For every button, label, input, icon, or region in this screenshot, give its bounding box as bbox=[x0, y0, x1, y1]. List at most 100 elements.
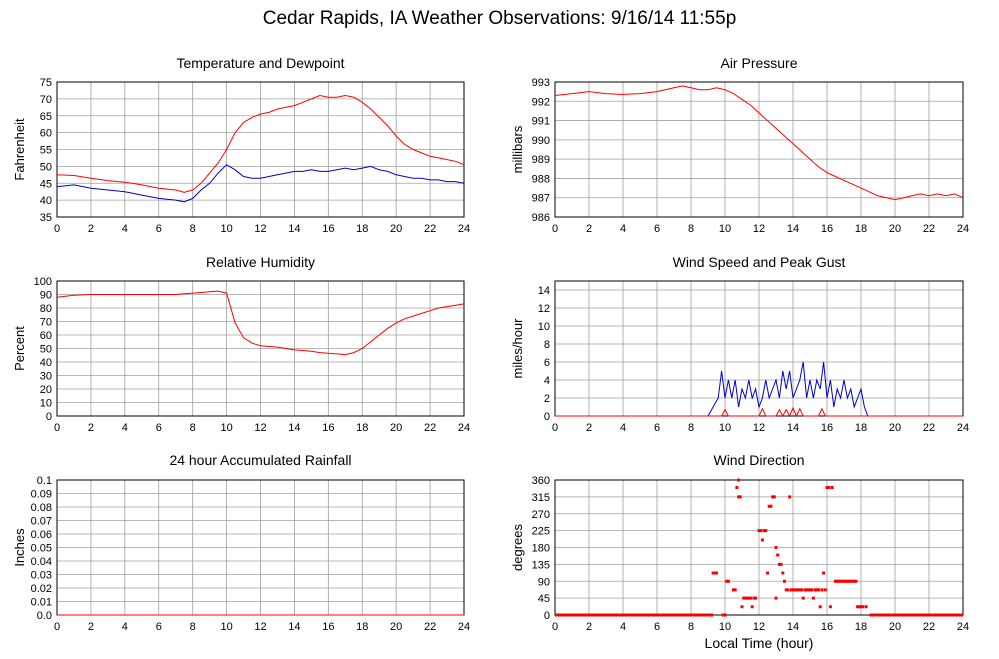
x-tick-label: 22 bbox=[424, 621, 436, 633]
direction-point bbox=[820, 588, 824, 592]
direction-point bbox=[845, 579, 849, 583]
x-tick-label: 10 bbox=[220, 223, 232, 235]
x-tick-label: 10 bbox=[719, 223, 731, 235]
x-tick-label: 16 bbox=[322, 621, 334, 633]
y-tick-label: 0 bbox=[46, 411, 52, 423]
page-title: Cedar Rapids, IA Weather Observations: 9… bbox=[262, 8, 737, 29]
x-tick-label: 16 bbox=[322, 223, 334, 235]
plot-frame bbox=[554, 81, 964, 218]
direction-point bbox=[801, 596, 805, 600]
direction-point bbox=[749, 596, 752, 600]
direction-point bbox=[752, 596, 756, 600]
x-tick-label: 20 bbox=[889, 621, 901, 633]
direction-point bbox=[844, 579, 848, 583]
y-tick-label: 45 bbox=[538, 593, 550, 605]
direction-point bbox=[784, 588, 788, 592]
direction-point bbox=[747, 596, 751, 600]
direction-point bbox=[788, 495, 792, 499]
y-tick-label: 6 bbox=[544, 357, 550, 369]
x-tick-label: 2 bbox=[586, 621, 592, 633]
direction-point bbox=[815, 588, 819, 592]
x-tick-label: 6 bbox=[654, 223, 660, 235]
direction-point bbox=[806, 588, 810, 592]
y-tick-label: 14 bbox=[538, 285, 550, 297]
x-tick-label: 6 bbox=[654, 621, 660, 633]
x-tick-label: 2 bbox=[586, 422, 592, 434]
direction-point bbox=[805, 588, 809, 592]
direction-point bbox=[774, 546, 778, 549]
x-tick-label: 18 bbox=[855, 223, 867, 235]
direction-point bbox=[737, 478, 741, 482]
x-tick-label: 0 bbox=[54, 621, 60, 633]
direction-point bbox=[808, 588, 812, 592]
x-tick-label: 4 bbox=[122, 621, 128, 633]
y-tick-label: 0.09 bbox=[31, 489, 52, 501]
direction-point bbox=[823, 588, 827, 592]
y-tick-label: 991 bbox=[532, 116, 550, 128]
y-tick-label: 50 bbox=[40, 344, 52, 356]
direction-point bbox=[847, 579, 851, 583]
x-tick-label: 12 bbox=[254, 422, 266, 434]
x-tick-label: 14 bbox=[288, 422, 300, 434]
y-tick-label: 50 bbox=[40, 161, 52, 173]
chart-title: Air Pressure bbox=[720, 55, 797, 71]
direction-point bbox=[849, 579, 853, 583]
direction-point bbox=[733, 588, 737, 592]
direction-point bbox=[774, 596, 778, 600]
x-tick-label: 6 bbox=[654, 422, 660, 434]
x-tick-label: 0 bbox=[54, 422, 60, 434]
y-axis-label: miles/hour bbox=[510, 318, 525, 379]
y-tick-label: 0.0 bbox=[37, 610, 52, 622]
direction-point bbox=[822, 571, 826, 575]
direction-point bbox=[852, 579, 856, 583]
x-tick-label: 24 bbox=[458, 621, 470, 633]
direction-point bbox=[861, 605, 865, 609]
y-tick-label: 75 bbox=[40, 77, 52, 89]
x-tick-label: 4 bbox=[620, 422, 626, 434]
direction-point bbox=[842, 579, 846, 583]
series-line-0 bbox=[555, 361, 963, 417]
chart-title: Wind Direction bbox=[713, 452, 804, 468]
direction-point bbox=[726, 579, 730, 583]
x-tick-label: 8 bbox=[688, 422, 694, 434]
x-tick-label: 10 bbox=[220, 621, 232, 633]
x-tick-label: 8 bbox=[190, 223, 196, 235]
plot-frame bbox=[554, 479, 964, 616]
y-tick-label: 65 bbox=[40, 111, 52, 123]
x-tick-label: 20 bbox=[889, 422, 901, 434]
direction-point bbox=[794, 588, 798, 592]
x-tick-label: 12 bbox=[753, 422, 765, 434]
y-tick-label: 60 bbox=[40, 128, 52, 140]
x-tick-label: 24 bbox=[458, 422, 470, 434]
y-tick-label: 0.01 bbox=[31, 597, 52, 609]
x-tick-label: 4 bbox=[122, 422, 128, 434]
x-tick-label: 20 bbox=[390, 422, 402, 434]
direction-point bbox=[738, 495, 742, 499]
y-tick-label: 10 bbox=[538, 321, 550, 333]
direction-point bbox=[725, 579, 729, 583]
y-tick-label: 90 bbox=[538, 576, 550, 588]
y-tick-label: 60 bbox=[40, 330, 52, 342]
y-tick-label: 0.06 bbox=[31, 529, 52, 541]
y-tick-label: 30 bbox=[40, 371, 52, 383]
x-tick-label: 18 bbox=[855, 621, 867, 633]
x-tick-label: 8 bbox=[688, 223, 694, 235]
y-tick-label: 993 bbox=[532, 77, 550, 89]
x-tick-label: 6 bbox=[156, 422, 162, 434]
y-axis-label: Percent bbox=[12, 326, 27, 371]
x-tick-label: 22 bbox=[923, 422, 935, 434]
y-tick-label: 100 bbox=[34, 276, 52, 288]
direction-point bbox=[732, 588, 735, 592]
x-tick-label: 14 bbox=[787, 621, 799, 633]
direction-point bbox=[811, 596, 815, 600]
direction-point bbox=[800, 588, 803, 592]
direction-point bbox=[740, 605, 744, 609]
direction-point bbox=[779, 562, 783, 566]
x-tick-label: 12 bbox=[254, 621, 266, 633]
x-tick-label: 18 bbox=[356, 422, 368, 434]
x-tick-label: 22 bbox=[923, 223, 935, 235]
direction-point bbox=[735, 486, 739, 489]
